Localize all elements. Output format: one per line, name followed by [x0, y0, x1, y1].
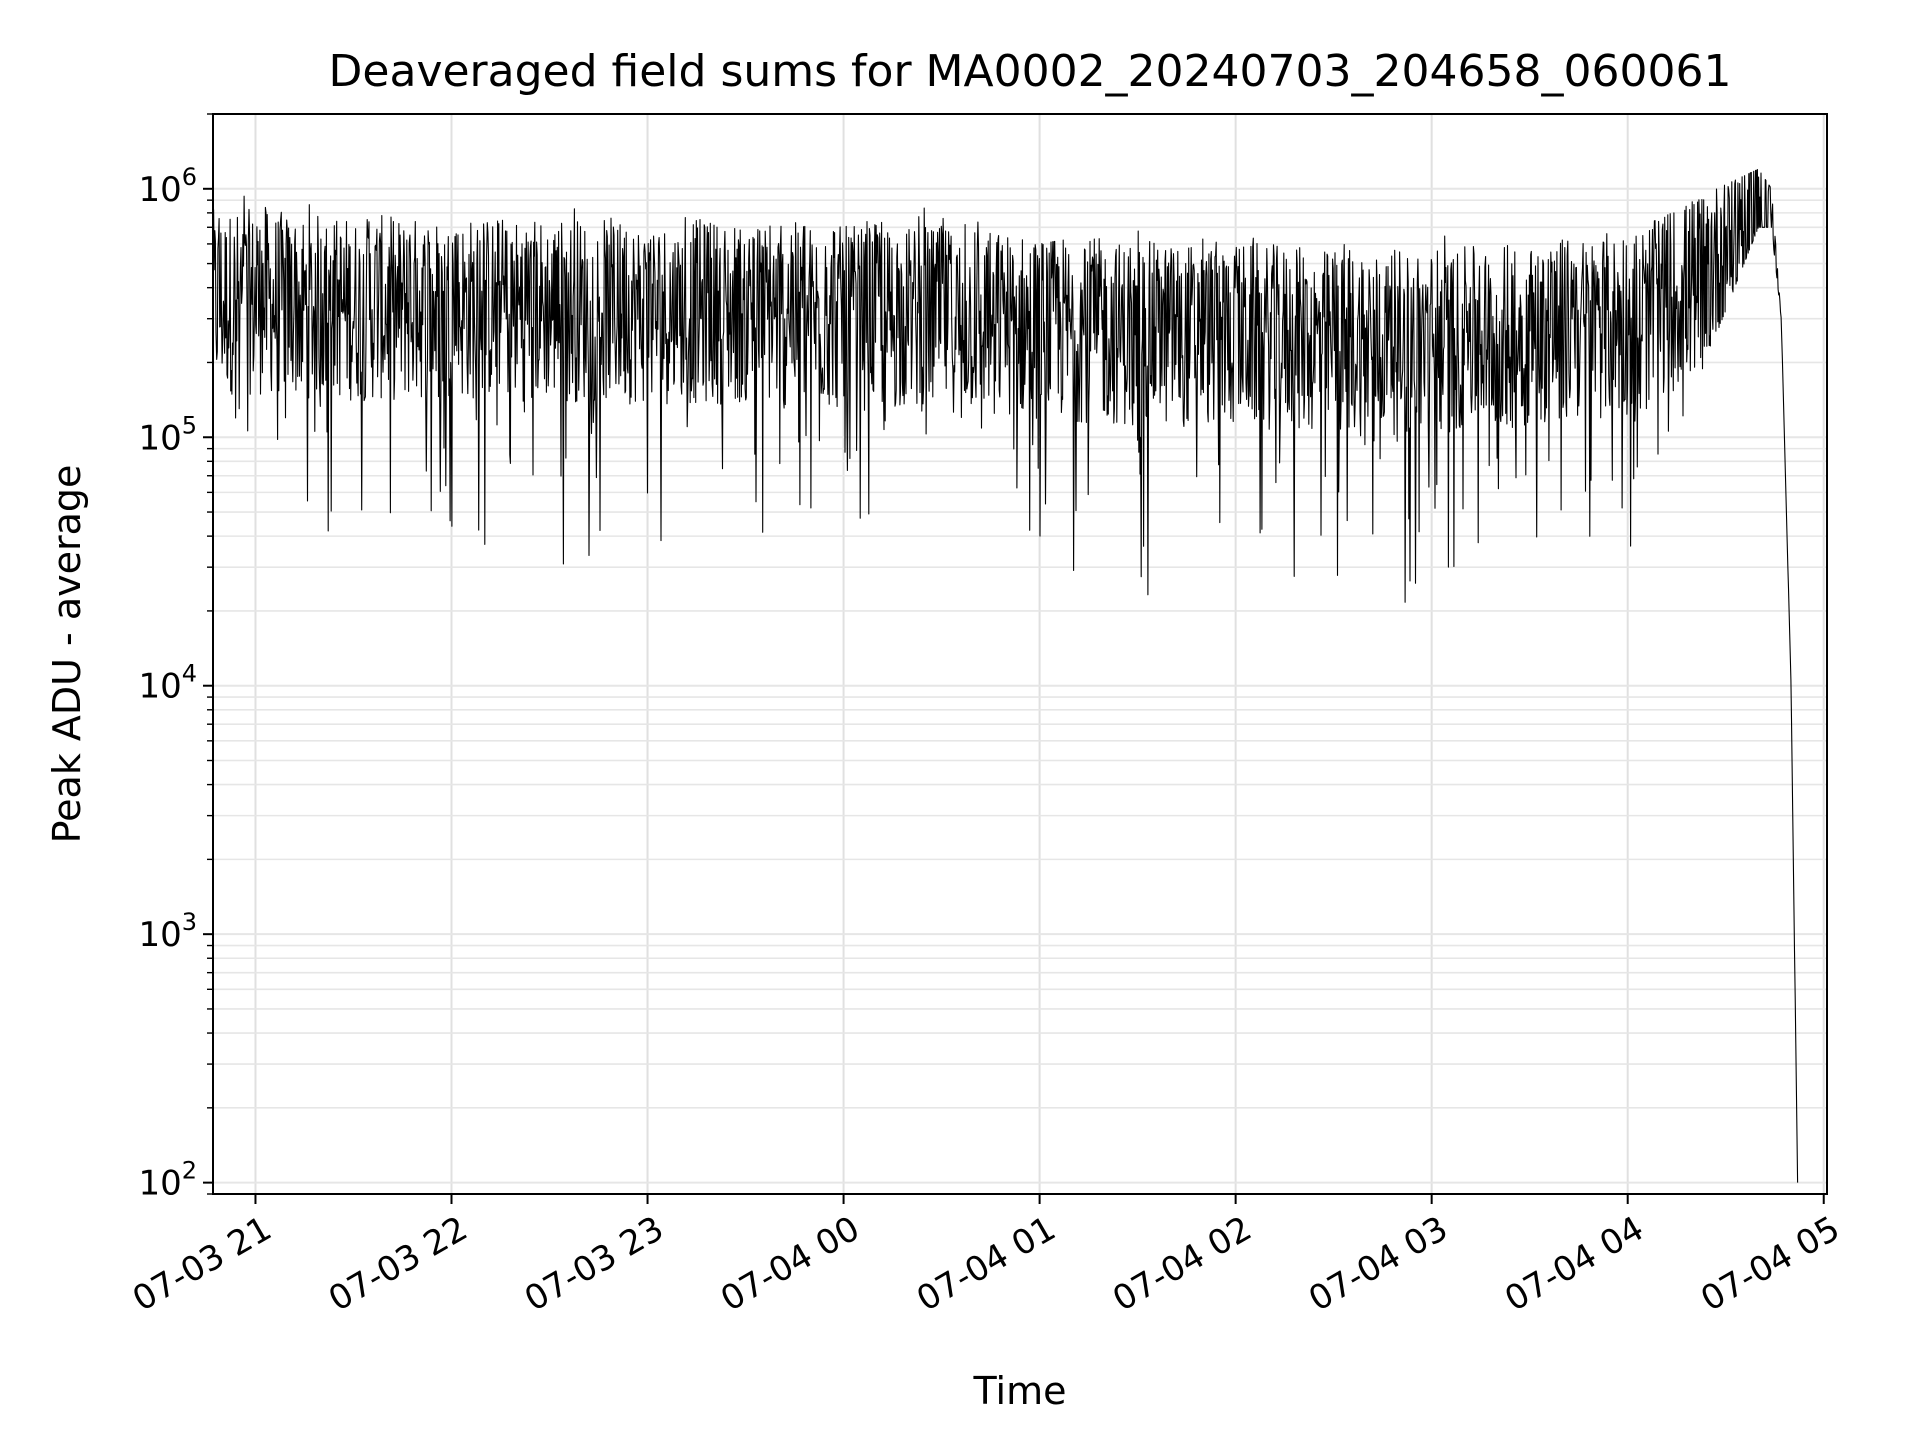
y-tick-label: 102 [138, 1157, 197, 1204]
chart-title: Deaveraged field sums for MA0002_2024070… [329, 46, 1732, 97]
series-layer [212, 169, 1799, 1183]
x-axis-label: Time [973, 1369, 1067, 1413]
y-tick-label: 104 [138, 660, 197, 707]
y-axis: 102 103 104 105 106 [138, 113, 213, 1204]
plot-frame [212, 113, 1828, 1195]
y-tick-label: 106 [138, 163, 197, 210]
y-axis-label: Peak ADU - average [45, 465, 89, 844]
y-tick-label: 105 [138, 411, 197, 458]
series-line [212, 169, 1799, 1183]
y-tick-label: 103 [138, 908, 197, 955]
